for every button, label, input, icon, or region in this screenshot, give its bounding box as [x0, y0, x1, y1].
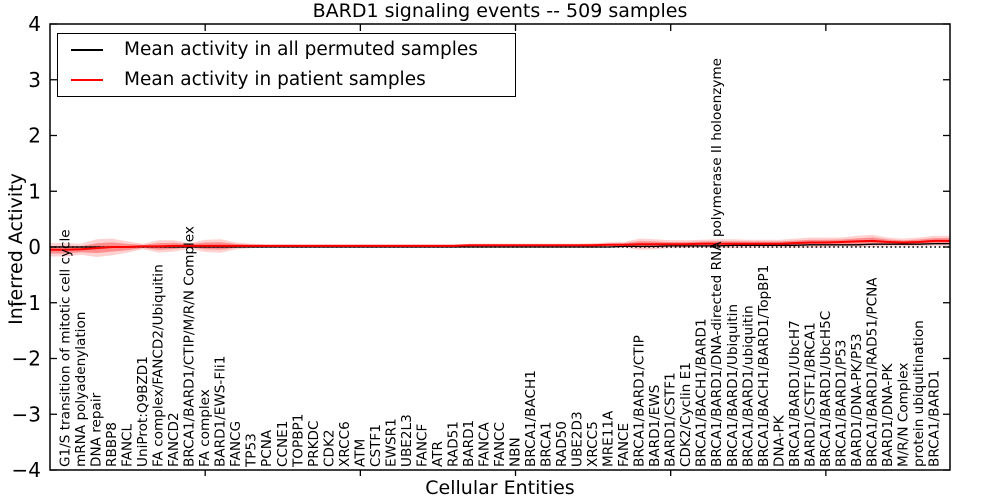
legend-label-permuted: Mean activity in all permuted samples — [124, 39, 478, 60]
x-tick-label: BARD1/DNA-PK/P53 — [849, 334, 865, 468]
x-tick-label: FANCG — [228, 421, 244, 467]
x-tick-label: FA complex/FANCD2/Ubiquitin — [151, 264, 167, 467]
x-tick-label: BRCA1/BARD1/RAD51/PCNA — [864, 277, 880, 467]
x-tick-label: RAD51 — [445, 421, 461, 467]
x-tick-label: DNA-PK — [771, 414, 787, 467]
x-tick-label: BRCA1/BARD1/CTIP/M/R/N Complex — [182, 226, 198, 467]
x-tick-label: BRCA1/BARD1/UbcH7 — [787, 320, 803, 467]
legend-item-patient: Mean activity in patient samples — [71, 67, 515, 93]
x-tick-label: BRCA1/BARD1/CTIP — [632, 335, 648, 467]
y-tick-label: 4 — [28, 12, 41, 36]
x-tick-label: BRCA1/BARD1/UbcH5C — [818, 311, 834, 467]
patient-mean-line — [50, 239, 950, 251]
x-tick-label: NBN — [508, 437, 524, 467]
x-tick-label: TP53 — [244, 433, 260, 468]
x-tick-label: BRCA1/BARD1/ubiquitin — [740, 305, 756, 467]
legend-label-patient: Mean activity in patient samples — [124, 69, 426, 90]
x-tick-label: RBBP8 — [104, 422, 120, 467]
x-tick-label: EWSR1 — [383, 418, 399, 467]
legend: Mean activity in all permuted samples Me… — [57, 33, 516, 97]
x-axis-label: Cellular Entities — [425, 477, 575, 499]
x-tick-label: XRCC5 — [585, 421, 601, 467]
x-tick-label: PCNA — [259, 429, 275, 467]
x-tick-label: protein ubiquitination — [911, 320, 927, 467]
x-tick-label: BARD1 — [461, 420, 477, 467]
permuted-line-swatch-icon — [71, 49, 103, 51]
x-tick-label: RAD50 — [554, 421, 570, 467]
x-tick-label: ATR — [430, 440, 446, 467]
y-tick-label: −2 — [12, 347, 41, 371]
x-tick-label: ATM — [352, 439, 368, 467]
x-tick-label: FANCF — [414, 423, 430, 467]
x-tick-label: UBE2L3 — [399, 414, 415, 467]
x-tick-label: BARD1/EWS-Fli1 — [213, 356, 229, 467]
chart-title: BARD1 signaling events -- 509 samples — [312, 0, 688, 22]
x-tick-label: XRCC6 — [337, 421, 353, 467]
x-tick-label: FANCD2 — [166, 412, 182, 467]
x-tick-label: MRE11A — [601, 410, 617, 467]
y-tick-label: 2 — [28, 124, 41, 148]
x-tick-label: BRCA1/BACH1 — [523, 370, 539, 467]
legend-item-permuted: Mean activity in all permuted samples — [71, 37, 515, 63]
x-tick-label: BARD1/CSTF1/BRCA1 — [802, 322, 818, 467]
x-tick-label: CSTF1 — [368, 424, 384, 467]
y-tick-label: 1 — [28, 179, 41, 203]
x-tick-label: BARD1/CSTF1 — [663, 372, 679, 467]
x-tick-label: FANCC — [492, 422, 508, 467]
y-tick-label: 0 — [28, 235, 41, 259]
x-tick-label: BRCA1 — [539, 421, 555, 467]
x-tick-label: UniProt:Q9BZD1 — [135, 356, 151, 467]
x-tick-label: BRCA1/BARD1/DNA-directed RNA polymerase … — [709, 58, 725, 467]
y-tick-label: −4 — [12, 458, 41, 482]
x-tick-label: BARD1/EWS — [647, 385, 663, 467]
x-tick-label: FA complex — [197, 389, 213, 467]
x-tick-label: BRCA1/BARD1 — [927, 370, 943, 467]
y-tick-label: 3 — [28, 68, 41, 92]
x-tick-label: M/R/N Complex — [895, 363, 911, 467]
x-tick-label: BRCA1/BARD1/P53 — [833, 340, 849, 467]
x-tick-label: FANCE — [616, 423, 632, 467]
x-tick-label: PRKDC — [306, 420, 322, 467]
x-tick-label: DNA repair — [89, 392, 105, 467]
x-tick-label: mRNA polyadenylation — [73, 312, 89, 467]
x-tick-label: FANCA — [477, 421, 493, 467]
x-tick-label: BARD1/DNA-PK — [880, 362, 896, 467]
y-tick-label: −1 — [12, 291, 41, 315]
x-tick-label: CDK2/Cyclin E1 — [678, 362, 694, 467]
patient-line-swatch-icon — [71, 79, 103, 81]
x-tick-label: FANCL — [120, 423, 136, 467]
x-tick-label: TOPBP1 — [290, 414, 306, 468]
y-tick-label: −3 — [12, 402, 41, 426]
x-tick-label: BRCA1/BARD1/Ubiquitin — [725, 304, 741, 467]
x-tick-label: G1/S transition of mitotic cell cycle — [58, 229, 74, 467]
x-tick-label: BRCA1/BACH1/BARD1 — [694, 318, 710, 467]
x-tick-label: CDK2 — [321, 429, 337, 467]
x-tick-label: UBE2D3 — [570, 411, 586, 467]
x-tick-label: CCNE1 — [275, 421, 291, 467]
permuted-mean-line — [50, 243, 950, 248]
x-tick-label: BRCA1/BACH1/BARD1/TopBP1 — [756, 265, 772, 467]
